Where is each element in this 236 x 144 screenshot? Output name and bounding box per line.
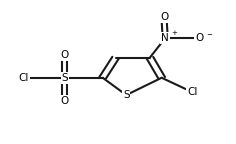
Text: S: S [123, 90, 130, 100]
Text: O: O [61, 50, 69, 60]
Text: O: O [61, 96, 69, 106]
Text: −: − [206, 32, 212, 38]
Text: N: N [161, 33, 169, 43]
Text: S: S [62, 73, 68, 83]
Text: O: O [160, 12, 168, 22]
Text: +: + [172, 30, 177, 36]
Text: O: O [195, 33, 203, 43]
Text: Cl: Cl [18, 73, 29, 83]
Text: Cl: Cl [187, 87, 198, 97]
